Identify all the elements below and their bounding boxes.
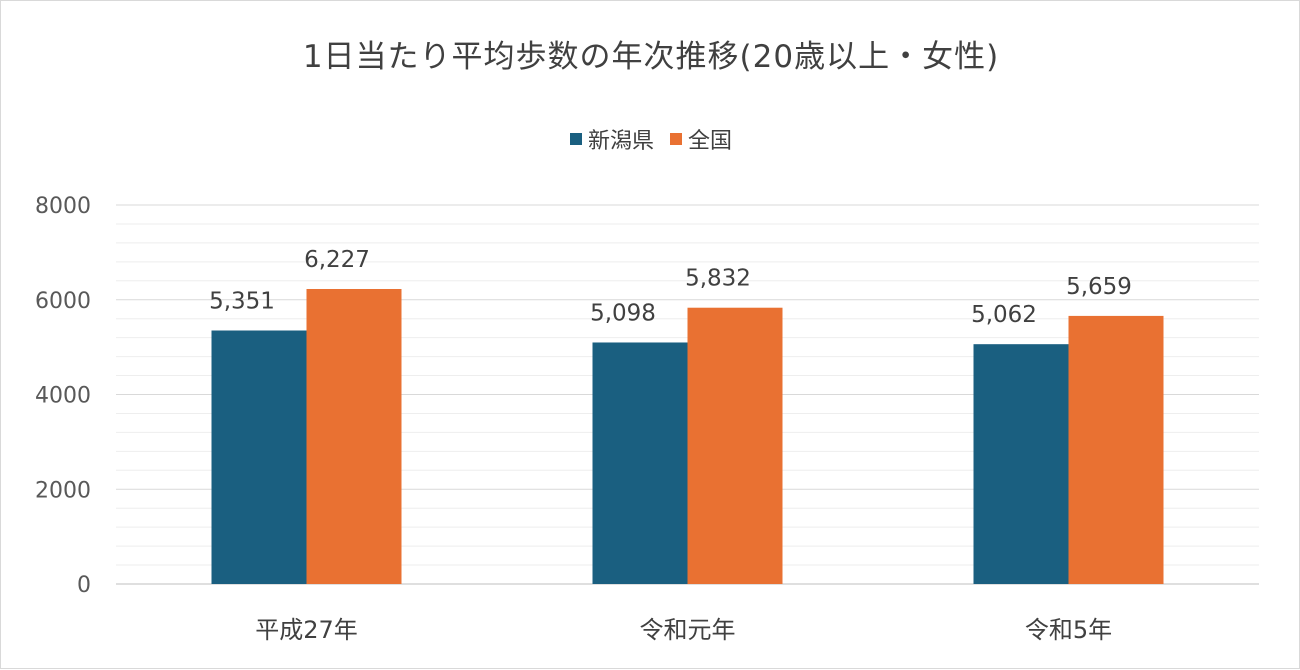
bar-series-0-1 [592,342,688,584]
x-tick-label: 令和元年 [640,616,736,644]
y-tick-label: 6000 [35,289,91,314]
chart-title: 1日当たり平均歩数の年次推移(20歳以上・女性) [302,39,1000,75]
legend-item-series-1: 全国 [670,123,732,155]
data-label-series-0-2: 5,062 [971,302,1037,328]
bar-series-1-0 [306,288,402,584]
data-label-series-0-0: 5,351 [209,288,275,314]
chart-legend: 新潟県 全国 [1,123,1300,155]
legend-swatch-series-0 [569,133,582,145]
bar-series-0-0 [211,330,307,584]
x-tick-label: 令和5年 [1025,616,1112,644]
legend-swatch-series-1 [670,133,682,145]
data-label-series-1-0: 6,227 [304,247,370,273]
y-tick-label: 0 [77,573,91,598]
data-label-series-1-2: 5,659 [1066,274,1132,300]
y-tick-label: 8000 [35,194,91,219]
y-tick-label: 4000 [35,384,91,409]
data-label-series-0-1: 5,098 [590,300,656,326]
bar-series-1-2 [1068,315,1164,584]
y-tick-label: 2000 [35,478,91,503]
bar-series-0-2 [973,344,1069,584]
data-label-series-1-1: 5,832 [685,266,751,292]
legend-label-series-0: 新潟県 [587,129,654,154]
bar-series-1-1 [687,307,783,584]
legend-item-series-0: 新潟県 [569,123,654,155]
legend-label-series-1: 全国 [688,129,733,154]
x-tick-label: 平成27年 [255,616,358,644]
